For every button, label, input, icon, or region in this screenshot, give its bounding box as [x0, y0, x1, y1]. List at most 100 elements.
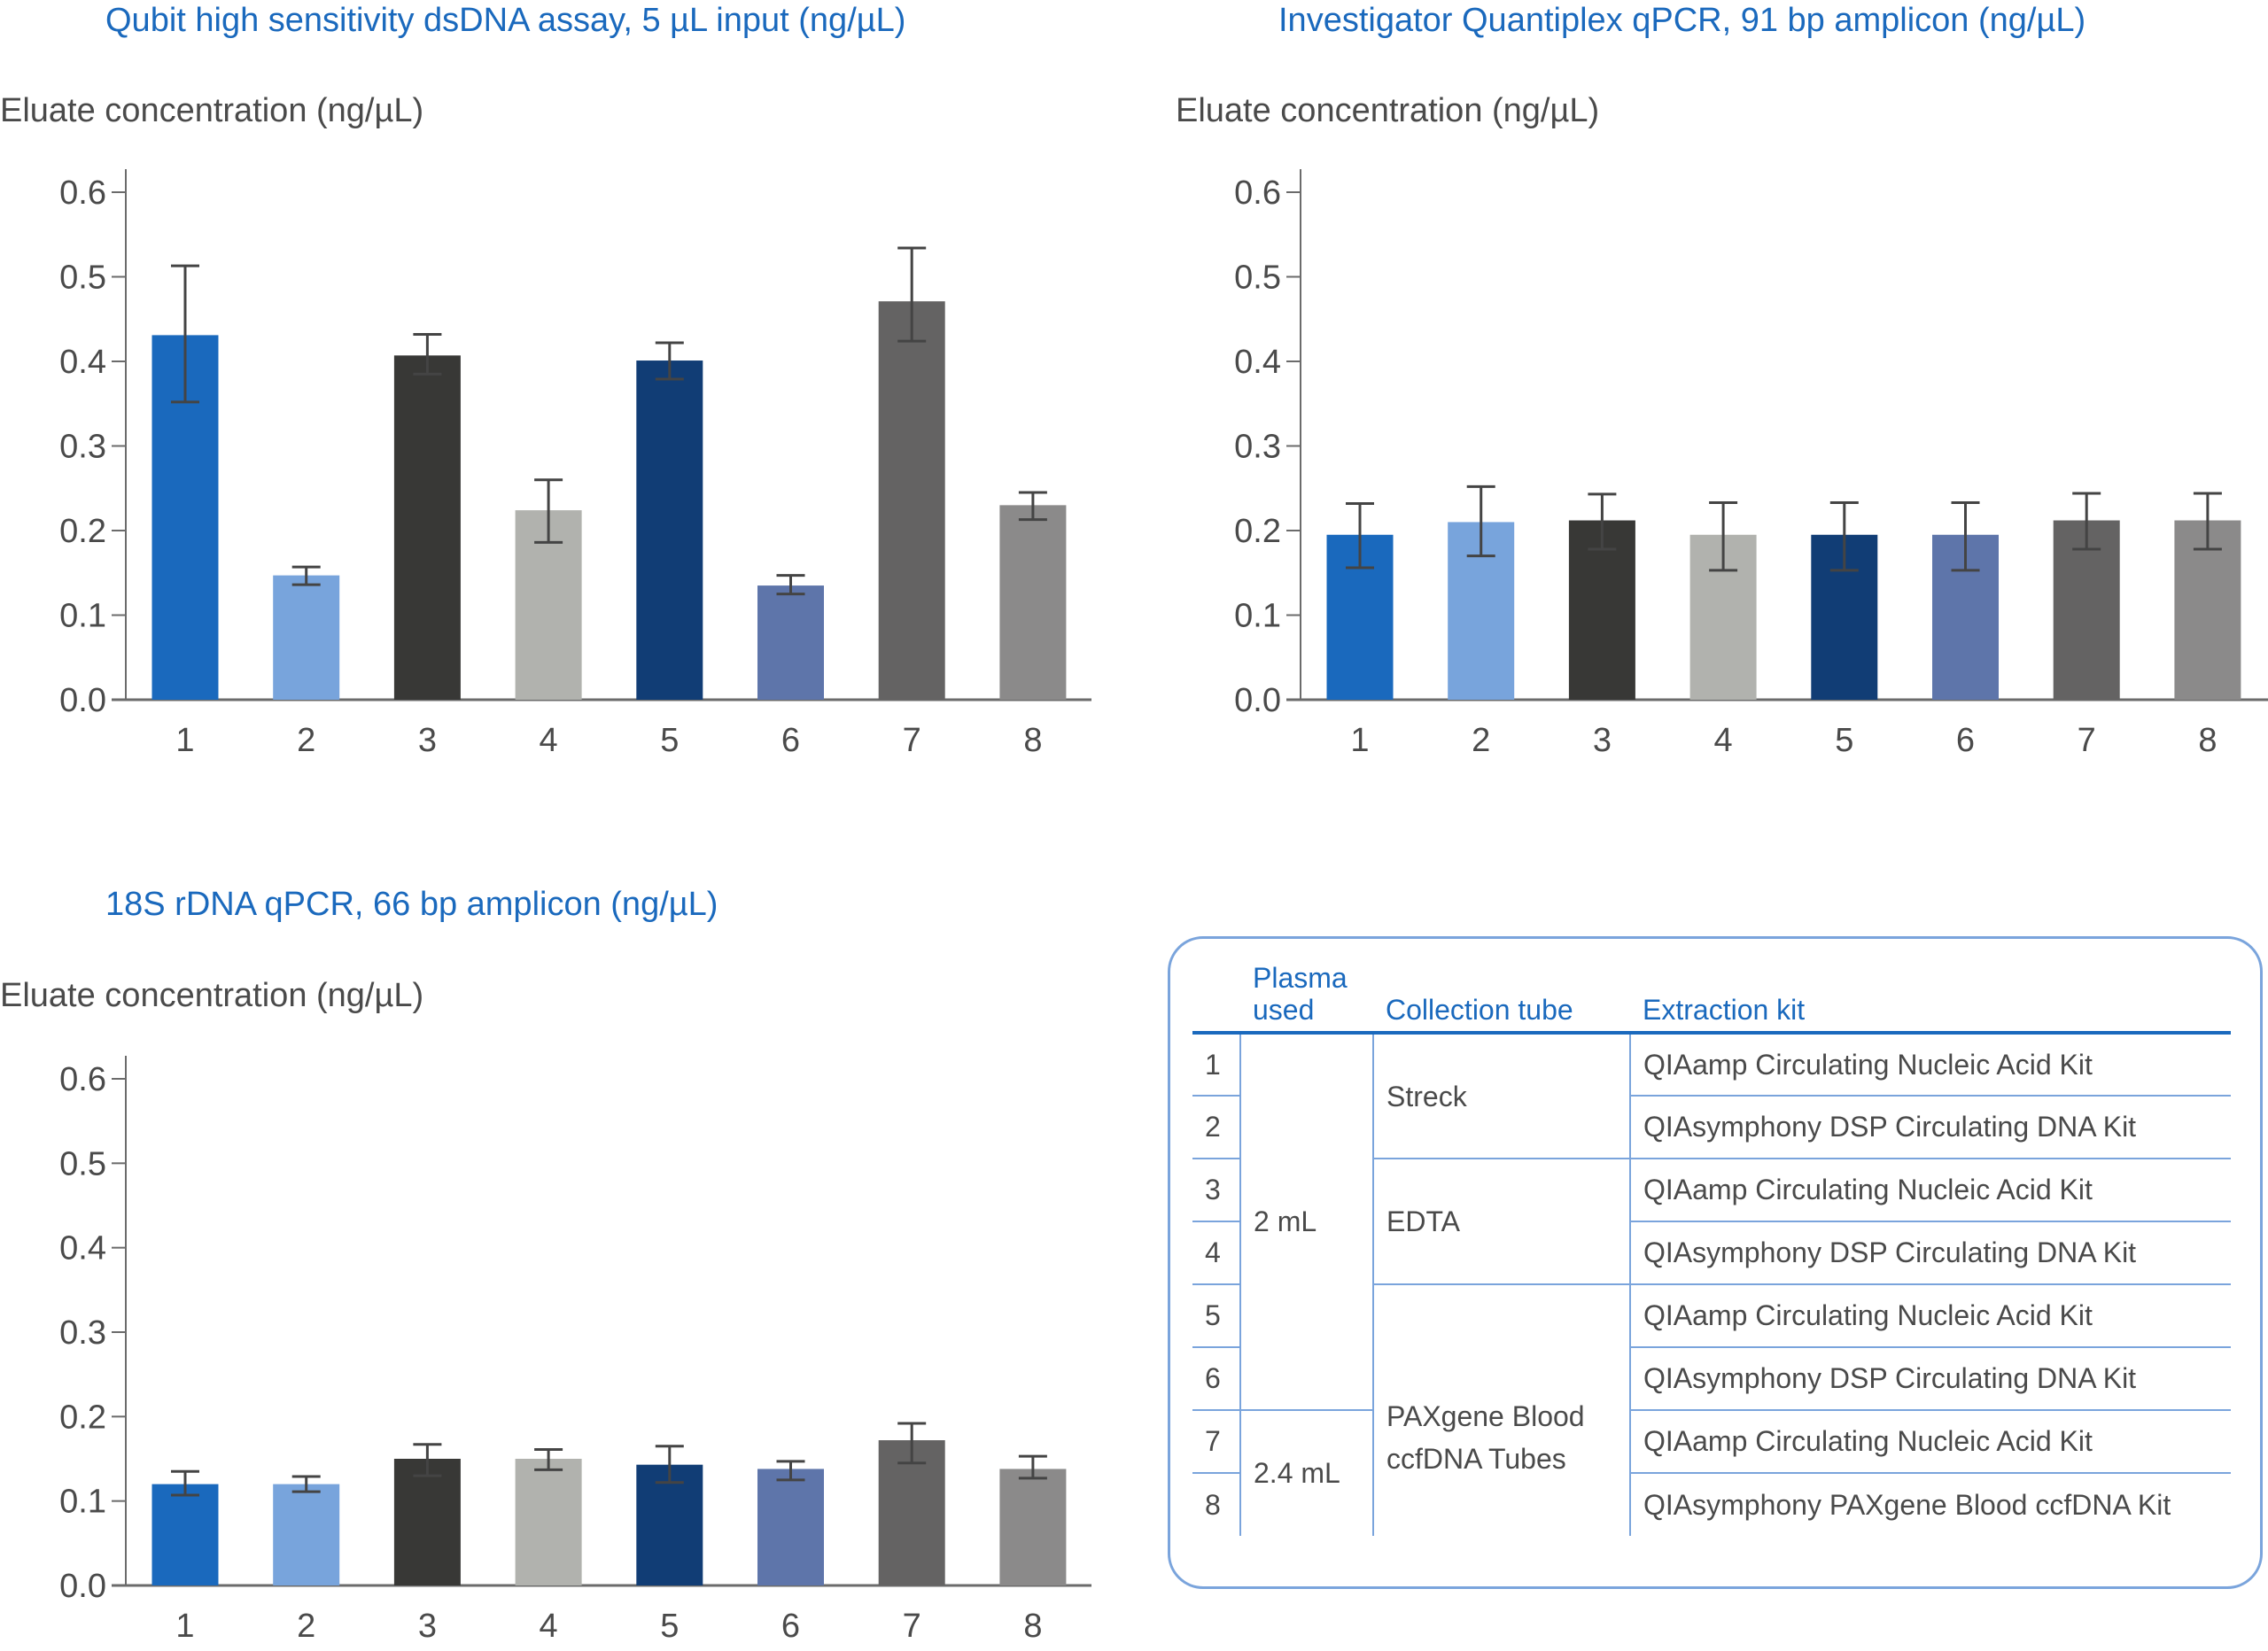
bar-1	[151, 1484, 219, 1585]
legend-header-plasma: Plasma used	[1240, 962, 1373, 1035]
y-tick-label: 0.2	[59, 1399, 106, 1436]
bar-5	[636, 1464, 703, 1585]
legend-row-kit: QIAsymphony DSP Circulating DNA Kit	[1629, 1221, 2231, 1285]
legend-tube-group: PAXgene Blood ccfDNA Tubes	[1372, 1284, 1630, 1536]
legend-row-num: 1	[1192, 1033, 1240, 1097]
x-tick-label: 8	[1023, 1608, 1042, 1645]
legend-row-num: 8	[1205, 1488, 1221, 1521]
x-tick-label: 8	[2198, 722, 2217, 759]
x-tick-label: 1	[175, 722, 194, 759]
legend-table: Plasma used Collection tube Extraction k…	[1192, 962, 2231, 1536]
y-tick-label: 0.6	[1234, 174, 1281, 212]
legend-row-kit: QIAamp Circulating Nucleic Acid Kit	[1629, 1159, 2231, 1222]
x-tick-label: 4	[1714, 722, 1733, 759]
bar-3	[393, 355, 461, 700]
x-tick-label: 6	[1956, 722, 1975, 759]
legend-row: 2 QIAsymphony DSP Circulating DNA Kit	[1192, 1096, 2231, 1159]
x-tick-label: 7	[903, 1608, 921, 1645]
chart-3-title: 18S rDNA qPCR, 66 bp amplicon (ng/µL)	[105, 886, 718, 923]
legend-row-num: 7	[1192, 1410, 1240, 1474]
legend-row-kit: QIAsymphony PAXgene Blood ccfDNA Kit	[1629, 1473, 2231, 1536]
legend-row: 7 2.4 mL QIAamp Circulating Nucleic Acid…	[1192, 1410, 2231, 1536]
legend-header-kit: Extraction kit	[1630, 962, 2231, 1035]
legend-plasma-group: 2 mL	[1239, 1033, 1373, 1411]
y-tick-label: 0.2	[59, 513, 106, 550]
x-tick-label: 2	[297, 722, 315, 759]
x-tick-label: 6	[781, 722, 800, 759]
y-tick-label: 0.5	[59, 260, 106, 297]
y-tick-label: 0.1	[1234, 598, 1281, 635]
bar-7	[878, 301, 945, 700]
y-tick-label: 0.5	[1234, 260, 1281, 297]
legend-box	[1168, 936, 2263, 1589]
legend-plasma-group: 2.4 mL	[1239, 1410, 1373, 1536]
y-tick-label: 0.4	[59, 344, 106, 381]
y-tick-label: 0.0	[59, 1568, 106, 1605]
y-tick-label: 0.0	[1234, 682, 1281, 719]
y-tick-label: 0.4	[1234, 344, 1281, 381]
legend-tube-group: EDTA	[1372, 1159, 1630, 1285]
x-tick-label: 3	[418, 722, 437, 759]
x-tick-label: 2	[297, 1608, 315, 1645]
bar-6	[757, 585, 824, 700]
x-tick-label: 5	[660, 1608, 679, 1645]
legend-row-num: 5	[1192, 1284, 1240, 1348]
legend-row: 6 QIAsymphony DSP Circulating DNA Kit	[1192, 1347, 2231, 1411]
y-tick-label: 0.1	[59, 598, 106, 635]
y-tick-label: 0.3	[1234, 429, 1281, 466]
legend-row: 5 PAXgene Blood ccfDNA Tubes QIAamp Circ…	[1192, 1284, 2231, 1536]
legend-row-num: 2	[1192, 1096, 1240, 1159]
legend-row-kit: QIAamp Circulating Nucleic Acid Kit	[1629, 1284, 2231, 1348]
legend-header-tube: Collection tube	[1373, 962, 1630, 1035]
bar-5	[636, 360, 703, 700]
x-tick-label: 7	[2078, 722, 2096, 759]
x-tick-label: 6	[781, 1608, 800, 1645]
legend-row-num: 3	[1192, 1159, 1240, 1222]
chart-1-title: Qubit high sensitivity dsDNA assay, 5 µL…	[105, 2, 906, 39]
chart-3-y-axis-label: Eluate concentration (ng/µL)	[0, 977, 424, 1014]
legend-row: 1 2 mL Streck QIAamp Circulating Nucleic…	[1192, 1033, 2231, 1411]
x-tick-label: 1	[1350, 722, 1369, 759]
x-tick-label: 1	[175, 1608, 194, 1645]
bar-8	[999, 505, 1067, 700]
bar-2	[273, 1484, 340, 1585]
legend-row-kit: QIAamp Circulating Nucleic Acid Kit	[1629, 1033, 2231, 1097]
legend-row: 3 EDTA QIAamp Circulating Nucleic Acid K…	[1192, 1159, 2231, 1285]
chart-2-quantiplex: 0.0 0.1 0.2 0.3 0.4 0.5 0.6 1 2 3 4 5 6 7 8	[1234, 169, 2268, 759]
x-tick-label: 5	[1835, 722, 1853, 759]
bar-6	[757, 1469, 824, 1585]
x-tick-label: 3	[418, 1608, 437, 1645]
x-tick-label: 4	[540, 1608, 558, 1645]
x-tick-label: 7	[903, 722, 921, 759]
bar-4	[515, 1459, 582, 1585]
legend-row-num: 4	[1192, 1221, 1240, 1285]
legend-row: 4 QIAsymphony DSP Circulating DNA Kit	[1192, 1221, 2231, 1285]
x-tick-label: 5	[660, 722, 679, 759]
chart-2-title: Investigator Quantiplex qPCR, 91 bp ampl…	[1278, 2, 2086, 39]
bar-3	[393, 1459, 461, 1585]
x-tick-label: 2	[1472, 722, 1490, 759]
legend-row-kit: QIAsymphony DSP Circulating DNA Kit	[1629, 1347, 2231, 1411]
legend-header-num	[1192, 962, 1240, 1035]
chart-1-y-axis-label: Eluate concentration (ng/µL)	[0, 92, 424, 129]
x-tick-label: 3	[1593, 722, 1612, 759]
y-tick-label: 0.0	[59, 682, 106, 719]
chart-1-qubit: 0.0 0.1 0.2 0.3 0.4 0.5 0.6 1 2 3 4 5 6 7 8	[59, 169, 1091, 759]
x-tick-label: 4	[540, 722, 558, 759]
legend-tube-group: Streck	[1372, 1033, 1630, 1159]
legend-header-row: Plasma used Collection tube Extraction k…	[1192, 962, 2231, 1035]
y-tick-label: 0.4	[59, 1230, 106, 1267]
y-tick-label: 0.6	[59, 174, 106, 212]
bar-7	[878, 1440, 945, 1585]
y-tick-label: 0.6	[59, 1061, 106, 1098]
y-tick-label: 0.1	[59, 1484, 106, 1521]
y-tick-label: 0.3	[59, 429, 106, 466]
y-tick-label: 0.3	[59, 1314, 106, 1352]
legend-row-num: 6	[1192, 1347, 1240, 1411]
legend-row: 8 QIAsymphony PAXgene Blood ccfDNA Kit	[1192, 1473, 2231, 1536]
legend-row-kit: QIAamp Circulating Nucleic Acid Kit	[1629, 1410, 2231, 1474]
y-tick-label: 0.2	[1234, 513, 1281, 550]
legend-row-kit: QIAsymphony DSP Circulating DNA Kit	[1629, 1096, 2231, 1159]
bar-8	[999, 1469, 1067, 1585]
chart-2-y-axis-label: Eluate concentration (ng/µL)	[1176, 92, 1600, 129]
